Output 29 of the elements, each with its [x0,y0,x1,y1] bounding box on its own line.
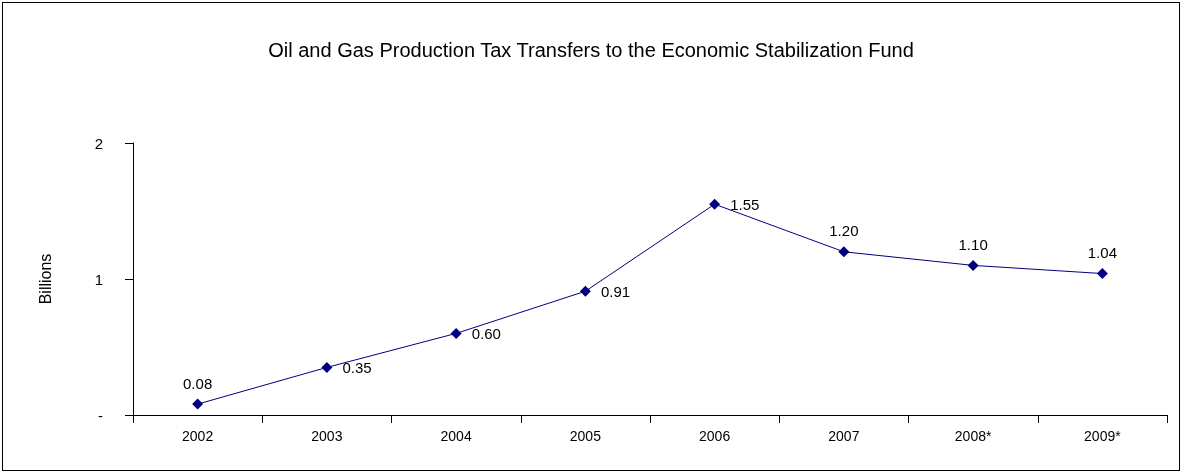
point [838,246,850,258]
data-label: 1.10 [958,235,988,253]
x-tick-label: 2004 [440,428,472,444]
x-tick-label: 2008* [954,428,992,444]
x-tick-label: 2006 [699,428,731,444]
point [321,361,333,373]
data-label: 1.55 [730,195,760,213]
x-tick-label: 2005 [569,428,602,444]
data-label: 1.20 [829,222,859,240]
y-tick-label: 2 [94,134,103,152]
data-label: 0.35 [342,358,372,376]
point [579,285,591,297]
x-tick-label: 2003 [311,428,343,444]
y-axis-title: Billions [36,253,54,305]
point [709,198,721,210]
data-label: 0.91 [600,282,631,300]
y-tick-label: 1 [94,270,103,288]
point [192,398,204,410]
chart-title: Oil and Gas Production Tax Transfers to the Economic Stabilization Fund [268,39,914,61]
data-label: 1.04 [1087,244,1117,262]
point [450,327,462,339]
data-label: 0.60 [471,324,501,342]
x-tick-label: 2007 [828,428,860,444]
x-tick-label: 2002 [182,428,214,444]
y-tick-label: - [98,406,103,424]
point [967,259,979,271]
x-tick-label: 2009* [1084,428,1122,444]
data-label: 0.08 [183,374,213,392]
point [1096,268,1108,280]
